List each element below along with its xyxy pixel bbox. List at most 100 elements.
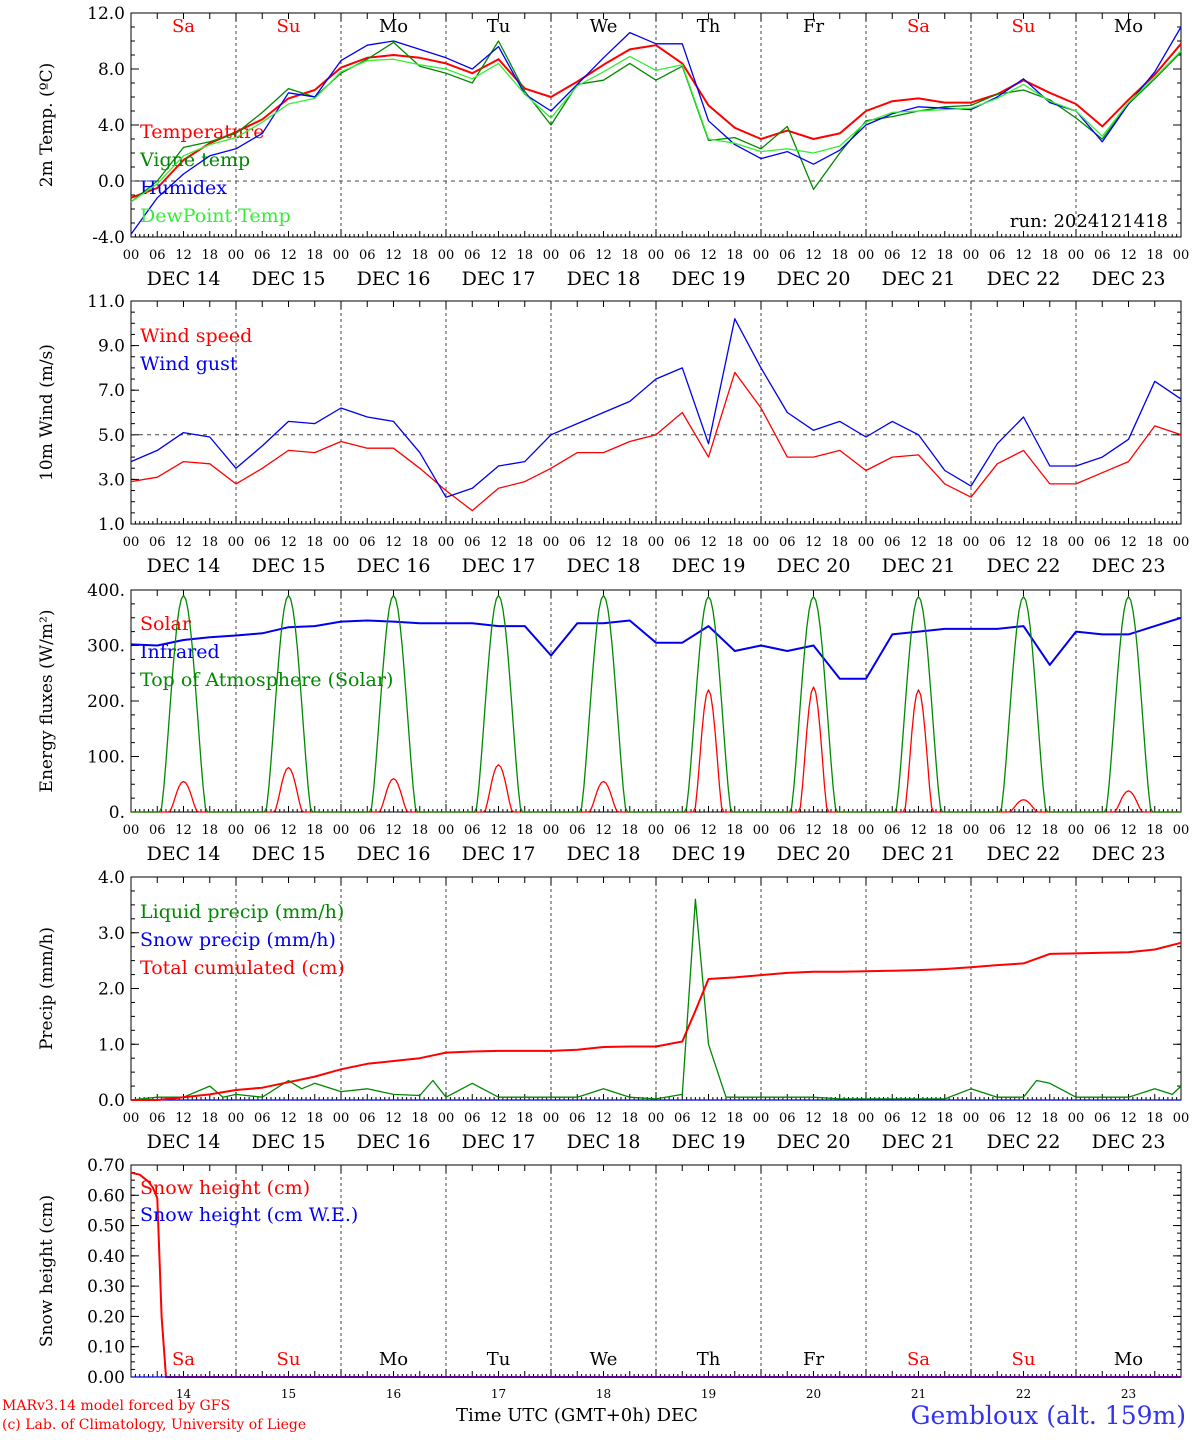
- hour-tick-label: 00: [333, 248, 350, 263]
- hour-tick-label: 18: [1146, 1111, 1163, 1126]
- hour-tick-label: 06: [569, 823, 586, 838]
- hour-tick-label: 12: [1015, 248, 1032, 263]
- date-label: DEC 19: [672, 843, 746, 865]
- hour-tick-label: 00: [228, 535, 245, 550]
- series-line-total-cumulated-cm-: [131, 941, 1182, 1101]
- legend-entry: Total cumulated (cm): [140, 957, 345, 979]
- legend-entry: Snow height (cm): [140, 1177, 310, 1199]
- hour-tick-label: 06: [1094, 535, 1111, 550]
- y-axis-label: 2m Temp. (ºC): [37, 63, 57, 188]
- hour-tick-label: 18: [936, 1111, 953, 1126]
- hour-tick-label: 18: [621, 535, 638, 550]
- y-tick-label: 0.20: [87, 1307, 125, 1327]
- date-label: DEC 15: [252, 268, 326, 290]
- series-line-infrared: [130, 616, 1182, 680]
- hour-tick-label: 12: [700, 535, 717, 550]
- hour-tick-label: 12: [910, 248, 927, 263]
- series-line-humidex: [130, 26, 1182, 235]
- day-number-label: 22: [1016, 1387, 1031, 1401]
- weekday-label: We: [590, 16, 618, 37]
- y-tick-label: 1.0: [98, 1035, 125, 1055]
- y-tick-label: 11.0: [87, 292, 125, 312]
- hour-tick-label: 06: [254, 535, 271, 550]
- hour-tick-label: 12: [700, 248, 717, 263]
- hour-tick-label: 06: [359, 535, 376, 550]
- weekday-label: We: [590, 1349, 618, 1370]
- hour-tick-label: 06: [674, 823, 691, 838]
- hour-tick-label: 00: [1173, 248, 1190, 263]
- y-tick-label: 2.0: [98, 980, 125, 1000]
- hour-tick-label: 00: [858, 535, 875, 550]
- series-line-wind-speed: [130, 371, 1182, 512]
- hour-tick-label: 00: [1068, 823, 1085, 838]
- hour-tick-label: 00: [438, 823, 455, 838]
- hour-tick-label: 12: [490, 1111, 507, 1126]
- hour-tick-label: 00: [963, 248, 980, 263]
- series-line-vigne-temp: [130, 40, 1182, 203]
- hour-tick-label: 12: [385, 823, 402, 838]
- hour-tick-label: 12: [175, 823, 192, 838]
- hour-tick-label: 18: [1146, 535, 1163, 550]
- hour-tick-label: 12: [910, 1111, 927, 1126]
- day-number-label: 17: [491, 1387, 506, 1401]
- hour-tick-label: 12: [175, 1111, 192, 1126]
- hour-tick-label: 06: [359, 248, 376, 263]
- hour-tick-label: 00: [1068, 1111, 1085, 1126]
- hour-tick-label: 06: [569, 1111, 586, 1126]
- hour-tick-label: 12: [1120, 1111, 1137, 1126]
- date-label: DEC 20: [777, 555, 851, 577]
- hour-tick-label: 00: [123, 823, 140, 838]
- hour-tick-label: 18: [201, 823, 218, 838]
- y-tick-label: 0.50: [87, 1217, 125, 1237]
- legend-entry: Vigne temp: [139, 149, 250, 171]
- y-axis-label: Precip (mm/h): [37, 927, 57, 1050]
- hour-tick-label: 18: [726, 535, 743, 550]
- day-number-label: 23: [1121, 1387, 1136, 1401]
- weekday-label: Su: [1012, 16, 1036, 37]
- y-tick-label: 200.: [87, 692, 125, 712]
- date-label: DEC 18: [567, 268, 641, 290]
- hour-tick-label: 12: [1120, 248, 1137, 263]
- hour-tick-label: 06: [254, 1111, 271, 1126]
- hour-tick-label: 12: [1015, 1111, 1032, 1126]
- hour-tick-label: 18: [831, 1111, 848, 1126]
- hour-tick-label: 18: [1041, 248, 1058, 263]
- hour-tick-label: 00: [753, 248, 770, 263]
- hour-tick-label: 18: [201, 535, 218, 550]
- weekday-label: Sa: [172, 16, 195, 37]
- weekday-label: Su: [1012, 1349, 1036, 1370]
- y-axis-label: Snow height (cm): [37, 1195, 57, 1347]
- hour-tick-label: 12: [910, 823, 927, 838]
- hour-tick-label: 18: [1041, 535, 1058, 550]
- hour-tick-label: 12: [595, 1111, 612, 1126]
- hour-tick-label: 06: [989, 1111, 1006, 1126]
- y-tick-label: 4.0: [98, 116, 125, 136]
- weekday-label: Su: [277, 16, 301, 37]
- hour-tick-label: 00: [1173, 823, 1190, 838]
- weekday-label: Sa: [172, 1349, 195, 1370]
- hour-tick-label: 00: [963, 535, 980, 550]
- legend-entry: Temperature: [140, 121, 264, 143]
- hour-tick-label: 00: [648, 823, 665, 838]
- date-label: DEC 21: [882, 268, 956, 290]
- hour-tick-label: 12: [805, 248, 822, 263]
- hour-tick-label: 00: [753, 535, 770, 550]
- hour-tick-label: 06: [569, 248, 586, 263]
- day-number-label: 18: [596, 1387, 611, 1401]
- hour-tick-label: 18: [411, 535, 428, 550]
- y-tick-label: 300.: [87, 637, 125, 657]
- hour-tick-label: 12: [280, 248, 297, 263]
- hour-tick-label: 18: [411, 1111, 428, 1126]
- hour-tick-label: 18: [306, 823, 323, 838]
- legend-entry: Wind speed: [140, 325, 252, 347]
- hour-tick-label: 06: [674, 248, 691, 263]
- legend-entry: Snow precip (mm/h): [140, 929, 336, 951]
- hour-tick-label: 12: [280, 535, 297, 550]
- hour-tick-label: 00: [753, 823, 770, 838]
- y-tick-label: 12.0: [87, 4, 125, 24]
- hour-tick-label: 00: [543, 823, 560, 838]
- hour-tick-label: 06: [359, 823, 376, 838]
- y-tick-label: -4.0: [92, 228, 125, 248]
- hour-tick-label: 12: [175, 248, 192, 263]
- hour-tick-label: 06: [884, 823, 901, 838]
